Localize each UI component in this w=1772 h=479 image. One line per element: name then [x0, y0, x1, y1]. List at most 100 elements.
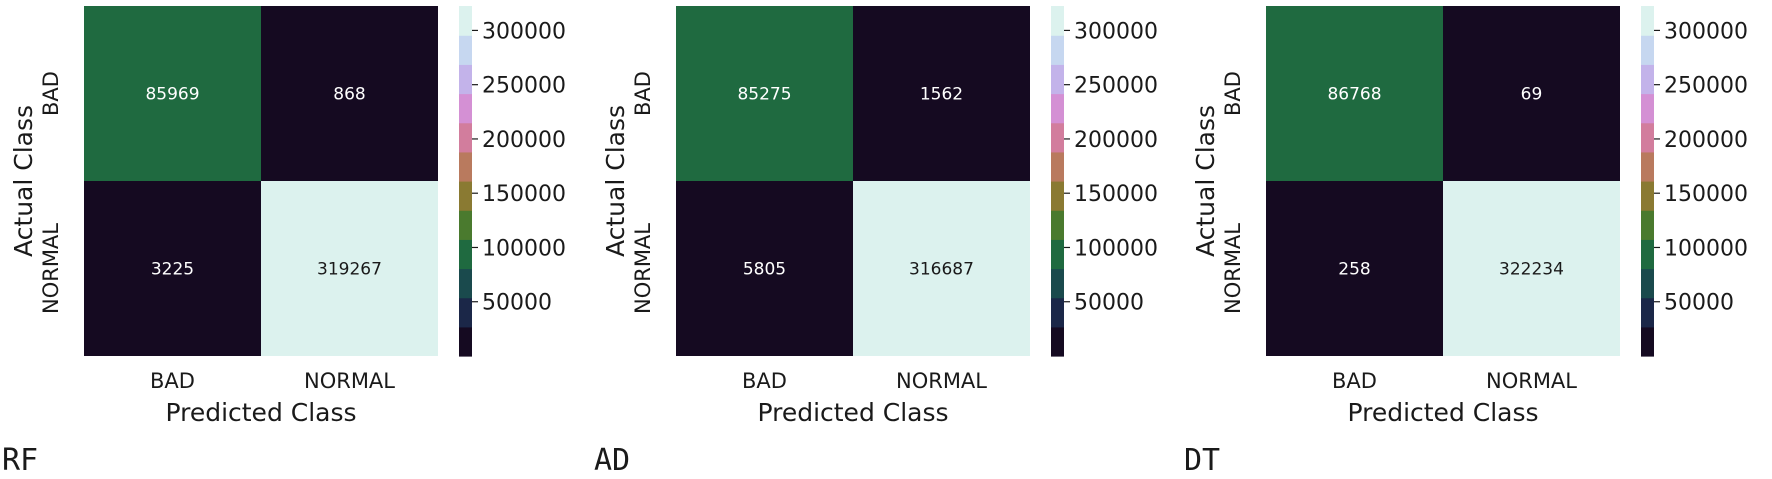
- colorbar-segment: [1641, 297, 1654, 328]
- colorbar: 50000 100000 150000 200000 250000 300000: [459, 6, 566, 357]
- panel-caption: AD: [594, 443, 630, 478]
- x-tick-label: BAD: [1332, 369, 1377, 393]
- cell-value-label: 85275: [737, 85, 791, 105]
- colorbar-tick-label: 200000: [482, 128, 566, 153]
- x-tick-label: NORMAL: [896, 369, 987, 393]
- colorbar-tick-label: 300000: [1664, 19, 1748, 44]
- heatmap-cell-bad-normal: [853, 6, 1030, 181]
- heatmap-cell-bad-normal: [261, 6, 438, 181]
- colorbar-segment: [1051, 93, 1064, 124]
- heatmap-cell-normal-normal: [1443, 181, 1620, 356]
- colorbar-segment: [1051, 35, 1064, 65]
- y-tick-label: BAD: [1221, 71, 1245, 116]
- colorbar-tick-label: 250000: [482, 74, 566, 99]
- colorbar-tick-label: 150000: [1664, 182, 1748, 207]
- colorbar-segment: [1051, 64, 1064, 95]
- cell-value-label: 69: [1521, 85, 1543, 105]
- x-tick-label: NORMAL: [1486, 369, 1577, 393]
- colorbar-tick-label: 200000: [1074, 128, 1158, 153]
- colorbar-tick-label: 50000: [1664, 291, 1734, 316]
- colorbar-segment: [1051, 181, 1064, 211]
- heatmap-cell-normal-normal: [261, 181, 438, 356]
- colorbar-segment: [459, 6, 472, 36]
- colorbar-tick-label: 100000: [482, 236, 566, 261]
- colorbar-segment: [1641, 326, 1654, 357]
- colorbar-tick-label: 200000: [1664, 128, 1748, 153]
- colorbar-tick-label: 100000: [1074, 236, 1158, 261]
- colorbar-segment: [459, 122, 472, 153]
- colorbar-segment: [1641, 268, 1654, 299]
- colorbar-segment: [1641, 64, 1654, 95]
- cell-value-label: 85969: [145, 85, 199, 105]
- panel-caption: DT: [1184, 443, 1220, 478]
- x-tick-label: BAD: [742, 369, 787, 393]
- colorbar-segment: [1051, 151, 1064, 182]
- y-tick-label: BAD: [39, 71, 63, 116]
- colorbar-segment: [459, 151, 472, 182]
- cell-value-label: 322234: [1499, 260, 1564, 280]
- colorbar-segment: [459, 64, 472, 95]
- colorbar-segment: [459, 268, 472, 299]
- y-tick-label: NORMAL: [631, 223, 655, 314]
- colorbar: 50000 100000 150000 200000 250000 300000: [1641, 6, 1748, 357]
- colorbar-segment: [459, 297, 472, 328]
- heatmap-cell-normal-normal: [853, 181, 1030, 356]
- y-axis-label: Actual Class: [9, 105, 38, 257]
- x-axis-label: Predicted Class: [1347, 398, 1538, 427]
- heatmap-panel-rf: 85969 868 3225 319267 BAD NORMAL Predicted Cla…: [2, 6, 566, 478]
- colorbar-segment: [459, 210, 472, 240]
- x-tick-label: BAD: [150, 369, 195, 393]
- heatmap-cell-normal-bad: [676, 181, 853, 356]
- colorbar-tick-label: 50000: [1074, 291, 1144, 316]
- colorbar-tick-label: 150000: [1074, 182, 1158, 207]
- cell-value-label: 319267: [317, 260, 382, 280]
- colorbar-tick-label: 300000: [1074, 19, 1158, 44]
- x-axis-label: Predicted Class: [165, 398, 356, 427]
- colorbar-segment: [1051, 6, 1064, 36]
- colorbar-segment: [1641, 239, 1654, 270]
- colorbar-segment: [459, 239, 472, 270]
- colorbar-segment: [1051, 122, 1064, 153]
- colorbar-segment: [1641, 6, 1654, 36]
- x-axis-label: Predicted Class: [757, 398, 948, 427]
- heatmap-cell-bad-bad: [1266, 6, 1443, 181]
- colorbar-tick-label: 250000: [1074, 74, 1158, 99]
- cell-value-label: 258: [1338, 260, 1370, 280]
- cell-value-label: 5805: [743, 260, 786, 280]
- colorbar-segment: [1641, 122, 1654, 153]
- colorbar-segment: [1051, 297, 1064, 328]
- cell-value-label: 1562: [920, 85, 963, 105]
- colorbar-segment: [1051, 268, 1064, 299]
- heatmap-panel-dt: 86768 69 258 322234 BAD NORMAL Predicted Class…: [1184, 6, 1748, 478]
- colorbar-tick-label: 250000: [1664, 74, 1748, 99]
- heatmap-cell-bad-bad: [676, 6, 853, 181]
- heatmap-cell-normal-bad: [1266, 181, 1443, 356]
- colorbar-tick-label: 150000: [482, 182, 566, 207]
- colorbar-segment: [459, 93, 472, 124]
- colorbar-segment: [459, 326, 472, 357]
- colorbar-segment: [1641, 151, 1654, 182]
- y-axis-label: Actual Class: [601, 105, 630, 257]
- colorbar-segment: [459, 181, 472, 211]
- y-tick-label: BAD: [631, 71, 655, 116]
- colorbar-segment: [1641, 210, 1654, 240]
- colorbar-segment: [1051, 210, 1064, 240]
- y-tick-label: NORMAL: [39, 223, 63, 314]
- y-tick-label: NORMAL: [1221, 223, 1245, 314]
- heatmap-cell-bad-normal: [1443, 6, 1620, 181]
- y-axis-label: Actual Class: [1191, 105, 1220, 257]
- colorbar-segment: [1641, 181, 1654, 211]
- heatmap-panel-ad: 85275 1562 5805 316687 BAD NORMAL Predicted Cl…: [594, 6, 1158, 478]
- heatmap-cell-normal-bad: [84, 181, 261, 356]
- colorbar-segment: [1051, 326, 1064, 357]
- heatmap-cell-bad-bad: [84, 6, 261, 181]
- cell-value-label: 86768: [1327, 85, 1381, 105]
- cell-value-label: 3225: [151, 260, 194, 280]
- x-tick-label: NORMAL: [304, 369, 395, 393]
- colorbar-segment: [459, 35, 472, 65]
- cell-value-label: 868: [333, 85, 365, 105]
- cell-value-label: 316687: [909, 260, 974, 280]
- colorbar-tick-label: 300000: [482, 19, 566, 44]
- colorbar-segment: [1641, 93, 1654, 124]
